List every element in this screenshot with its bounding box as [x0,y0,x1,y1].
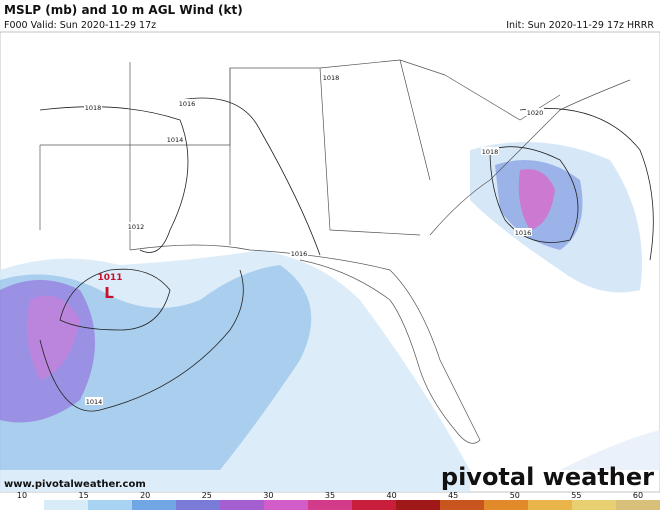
isobar-labels: 1018 1016 1018 1014 1012 1016 1014 1020 1018 1016 [84,73,544,406]
colorbar-tick-label: 10 [17,491,27,500]
isobar-label-bg [290,249,308,257]
colorbar-tick-label: 25 [202,491,212,500]
colorbar-swatch [572,500,617,510]
isobar-label: 1014 [86,398,103,406]
wind-shading [0,142,660,492]
isobar-label-bg [84,103,102,111]
isobar-label: 1016 [179,100,196,108]
isobar-label: 1016 [291,250,308,258]
isobar-label: 1018 [482,148,499,156]
colorbar: 10 15 20 25 30 35 40 45 50 55 60 [0,491,660,510]
state-borders [39,59,631,444]
isobar-label-bg [85,397,103,405]
isobar-label-bg [178,99,196,107]
colorbar-tick-label: 40 [387,491,397,500]
colorbar-swatch [484,500,529,510]
colorbar-swatch [352,500,397,510]
colorbar-tick-label: 50 [510,491,520,500]
colorbar-swatch [396,500,441,510]
isobar-label-bg [322,73,340,81]
colorbar-tick-label: 35 [325,491,335,500]
colorbar-swatch [440,500,485,510]
valid-time: F000 Valid: Sun 2020-11-29 17z [4,20,157,31]
colorbar-swatch [176,500,221,510]
colorbar-swatch [616,500,660,510]
isobar-label-bg [127,222,145,230]
isobar-label: 1018 [85,104,102,112]
colorbar-swatch [88,500,133,510]
colorbar-swatch [220,500,265,510]
isobar-label: 1016 [515,229,532,237]
colorbar-tick-label: 30 [263,491,273,500]
isobar-label-bg [526,108,544,116]
init-time: Init: Sun 2020-11-29 17z HRRR [506,20,654,31]
colorbar-tick-label: 55 [571,491,581,500]
title: MSLP (mb) and 10 m AGL Wind (kt) [4,3,243,17]
low-symbol: L [104,284,114,302]
isobar-label: 1014 [167,136,184,144]
colorbar-tick-label: 45 [448,491,458,500]
logo: pivotal weather [441,463,654,491]
isobar-label-bg [481,147,499,155]
colorbar-swatch [0,500,45,510]
isobar-label: 1018 [323,74,340,82]
low-pressure: 1011 [97,273,122,283]
isobar-label: 1012 [128,223,145,231]
colorbar-swatch [44,500,89,510]
isobar-label: 1020 [527,109,544,117]
colorbar-swatch [132,500,177,510]
isobar-label-bg [514,228,532,236]
colorbar-swatch [308,500,353,510]
colorbar-tick-label: 20 [140,491,150,500]
isobar-lines [39,97,654,412]
colorbar-tick-label: 60 [633,491,643,500]
colorbar-swatch [264,500,309,510]
isobar-label-bg [166,135,184,143]
colorbar-swatch [528,500,573,510]
website: www.pivotalweather.com [4,479,146,490]
colorbar-tick-label: 15 [79,491,89,500]
